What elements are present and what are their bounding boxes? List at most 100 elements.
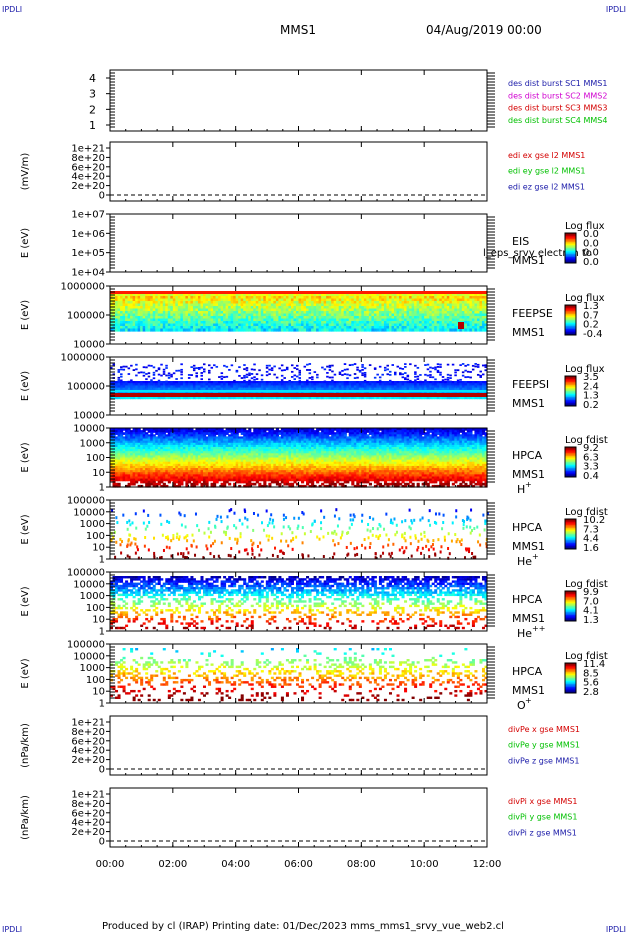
heat-cell bbox=[416, 387, 420, 391]
heat-cell bbox=[361, 306, 365, 310]
heat-cell bbox=[449, 321, 453, 325]
heat-cell bbox=[290, 296, 295, 300]
heat-cell bbox=[283, 298, 287, 302]
y-tick-label: 10000 bbox=[73, 411, 105, 422]
heat-cell bbox=[280, 298, 285, 302]
heat-cell bbox=[112, 428, 116, 431]
heat-cell bbox=[273, 293, 277, 297]
heat-cell bbox=[192, 316, 197, 320]
heat-cell bbox=[115, 328, 119, 332]
heat-cell bbox=[172, 474, 176, 478]
heat-cell bbox=[416, 378, 420, 381]
heat-cell bbox=[145, 328, 149, 332]
heat-cell bbox=[135, 455, 139, 459]
heat-cell bbox=[147, 428, 151, 431]
heat-cell bbox=[476, 308, 481, 312]
heat-cell bbox=[449, 385, 453, 389]
heat-cell bbox=[145, 440, 149, 444]
heat-cell bbox=[275, 303, 279, 307]
heat-cell bbox=[200, 326, 204, 330]
heat-cell bbox=[195, 316, 199, 320]
heat-cell bbox=[454, 308, 458, 312]
heat-cell bbox=[243, 376, 246, 379]
heat-cell bbox=[308, 311, 312, 315]
heat-cell bbox=[399, 311, 403, 315]
heat-cell bbox=[150, 308, 154, 312]
heat-cell bbox=[285, 301, 290, 305]
heat-cell bbox=[160, 387, 164, 391]
heat-cell bbox=[115, 306, 119, 310]
heat-cell bbox=[157, 465, 161, 469]
heat-cell bbox=[235, 311, 239, 315]
heat-cell bbox=[391, 298, 395, 302]
heat-cell bbox=[373, 318, 378, 322]
heat-cell bbox=[150, 383, 154, 386]
heat-cell bbox=[326, 328, 330, 332]
heat-cell bbox=[446, 316, 450, 320]
colorbar-segment bbox=[565, 385, 576, 387]
heat-cell bbox=[441, 308, 445, 312]
heat-cell bbox=[263, 308, 267, 312]
heat-cell bbox=[125, 451, 129, 454]
heat-cell bbox=[245, 369, 249, 372]
colorbar-segment bbox=[565, 306, 576, 309]
heat-cell bbox=[474, 303, 478, 307]
heat-cell bbox=[162, 311, 166, 315]
heat-cell bbox=[394, 301, 398, 305]
heat-cell bbox=[238, 316, 242, 320]
heat-cell bbox=[197, 318, 202, 322]
heat-cell bbox=[426, 303, 430, 307]
heat-cell bbox=[321, 321, 325, 325]
heat-cell bbox=[424, 303, 428, 307]
heat-cell bbox=[132, 308, 136, 312]
heat-cell bbox=[260, 298, 264, 302]
instrument-label: FEEPSE bbox=[512, 307, 553, 320]
heat-cell bbox=[429, 306, 433, 310]
heat-cell bbox=[195, 313, 199, 317]
heat-cell bbox=[155, 470, 159, 473]
heat-cell bbox=[122, 457, 126, 461]
heat-cell bbox=[112, 373, 116, 376]
heat-cell bbox=[416, 301, 420, 305]
heat-cell bbox=[361, 296, 365, 300]
heat-cell bbox=[117, 478, 121, 482]
heat-cell bbox=[130, 459, 134, 463]
heat-cell bbox=[205, 313, 209, 317]
heat-cell bbox=[132, 476, 136, 480]
heat-cell bbox=[137, 451, 141, 454]
heat-cell bbox=[120, 328, 124, 332]
heat-cell bbox=[270, 385, 274, 389]
heat-cell bbox=[145, 438, 149, 442]
heat-cell bbox=[253, 383, 257, 386]
heat-cell bbox=[441, 321, 445, 325]
heat-cell bbox=[165, 446, 169, 450]
heat-cell bbox=[328, 323, 332, 327]
heat-cell bbox=[464, 313, 468, 317]
heat-cell bbox=[122, 461, 126, 465]
heat-cell bbox=[170, 326, 174, 330]
heat-cell bbox=[162, 303, 166, 307]
heat-cell bbox=[162, 465, 166, 469]
heat-cell bbox=[155, 308, 159, 312]
heat-cell bbox=[346, 296, 350, 300]
heat-cell bbox=[449, 383, 453, 386]
heat-cell bbox=[130, 440, 134, 444]
heat-cell bbox=[177, 311, 181, 315]
heat-cell bbox=[172, 453, 176, 456]
heat-cell bbox=[205, 303, 209, 307]
heat-cell bbox=[223, 301, 227, 305]
heat-cell bbox=[115, 453, 119, 456]
heat-cell bbox=[137, 303, 141, 307]
heat-cell bbox=[426, 311, 430, 315]
heat-cell bbox=[197, 298, 202, 302]
heat-cell bbox=[250, 321, 254, 325]
heat-cell bbox=[152, 296, 156, 300]
heat-cell bbox=[278, 318, 282, 322]
heat-cell bbox=[140, 371, 143, 374]
heat-cell bbox=[394, 293, 398, 297]
heat-cell bbox=[333, 318, 337, 322]
heat-cell bbox=[135, 381, 139, 384]
heat-cell bbox=[122, 432, 126, 435]
legend-entry: des dist burst SC3 MMS3 bbox=[508, 104, 607, 113]
heat-cell bbox=[162, 478, 166, 482]
